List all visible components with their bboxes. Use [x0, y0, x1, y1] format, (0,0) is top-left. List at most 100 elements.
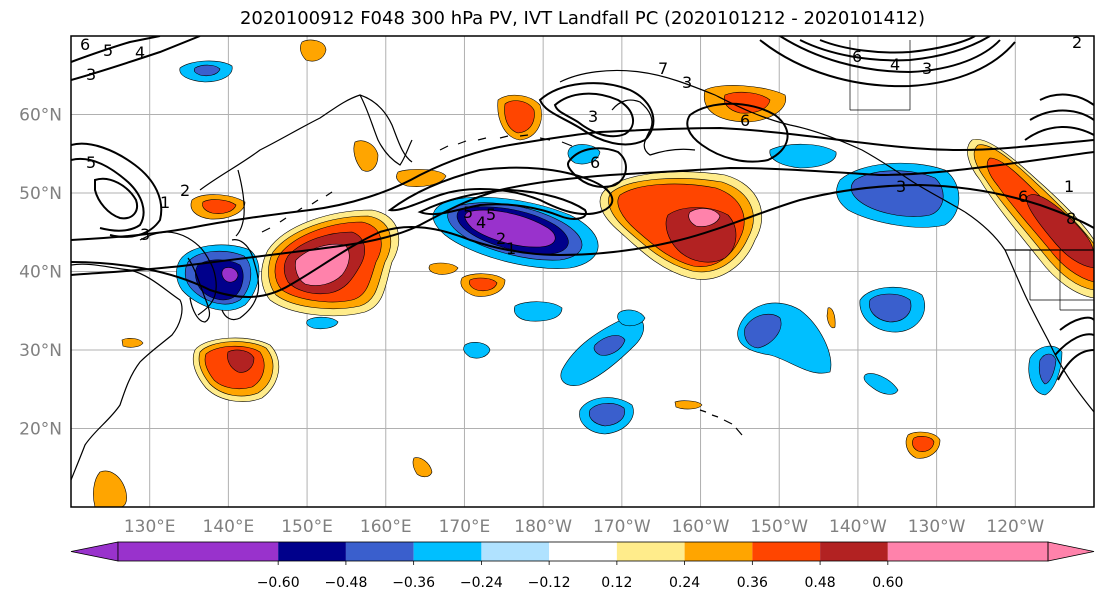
contour-label: 1: [506, 239, 516, 258]
contour-label: 7: [658, 59, 668, 78]
contour-label: 2: [496, 229, 506, 248]
contour-label: 3: [588, 107, 598, 126]
contour-label: 2: [180, 181, 190, 200]
aleutian-islands: [439, 134, 573, 151]
contour-labels: 6 5 4 3 3 5 2 1 3 7 3 5 6 6 5 4 2 1 6 4: [80, 33, 1082, 258]
map-title: 2020100912 F048 300 hPa PV, IVT Landfall…: [239, 8, 926, 29]
russia-coastline: [199, 94, 413, 191]
longitude-label: 170°W: [593, 517, 651, 537]
pv-contour: [71, 151, 1094, 276]
positive-anomaly: [674, 400, 703, 410]
japan-coastline: [221, 239, 260, 321]
negative-anomaly: [744, 313, 782, 349]
pv-contour: [417, 188, 587, 220]
colorbar-extend-min: [70, 541, 119, 562]
longitude-label: 160°E: [360, 517, 412, 537]
positive-anomaly: [121, 338, 144, 348]
contour-label: 6: [852, 47, 862, 66]
colorbar-tick-label: −0.48: [324, 575, 367, 591]
positive-anomaly: [688, 208, 721, 227]
latitude-label: 50°N: [19, 184, 62, 204]
contour-label: 3: [86, 65, 96, 84]
positive-anomaly: [912, 436, 935, 452]
pv-contour: [71, 157, 145, 232]
colorbar-tick-labels: −0.60 −0.48 −0.36 −0.24 −0.12 0.12 0.24 0.36 0.4…: [257, 561, 903, 591]
pv-contour: [799, 36, 991, 62]
colorbar-tick-label: −0.24: [460, 575, 503, 591]
contour-label: 6: [1018, 187, 1028, 206]
positive-anomaly: [227, 349, 255, 373]
pv-contour: [71, 126, 1094, 241]
contour-label: 8: [1066, 209, 1076, 228]
colorbar: [70, 541, 1095, 562]
longitude-label: 130°W: [908, 517, 966, 537]
coastlines: [71, 40, 1094, 481]
colorbar-swatch: [752, 542, 821, 561]
negative-anomaly: [464, 209, 556, 248]
positive-anomaly: [428, 262, 459, 275]
colorbar-frame: [117, 541, 1049, 562]
kamchatka-coastline: [359, 94, 413, 166]
latitude-label: 60°N: [19, 106, 62, 126]
asia-coastline: [71, 263, 183, 481]
pv-contour: [759, 39, 1016, 88]
longitude-label: 170°E: [439, 517, 491, 537]
colorbar-tick-label: 0.48: [805, 575, 836, 591]
negative-anomaly: [193, 64, 221, 77]
colorbar-swatch: [820, 542, 888, 561]
contour-label: 4: [890, 55, 900, 74]
longitude-label: 150°E: [281, 517, 333, 537]
positive-anomaly: [93, 470, 127, 507]
pv-contour: [819, 36, 976, 54]
negative-anomaly: [221, 267, 239, 283]
pv-contour: [566, 147, 627, 188]
longitude-label: 160°W: [672, 517, 730, 537]
colorbar-tick-label: −0.12: [528, 575, 571, 591]
alaska-coastline: [559, 69, 966, 213]
negative-anomaly: [513, 301, 563, 322]
latitude-label: 30°N: [19, 341, 62, 361]
contour-label: 2: [1072, 33, 1082, 52]
pv-contours: [71, 36, 1094, 381]
contour-label: 1: [1064, 177, 1074, 196]
pv-contour: [1054, 316, 1094, 381]
colorbar-tick-label: 0.24: [669, 575, 700, 591]
positive-anomaly: [412, 457, 433, 478]
pv-contour: [553, 92, 634, 138]
pv-contour: [71, 142, 163, 238]
colorbar-tick-label: 0.60: [872, 575, 903, 591]
longitude-label: 180°W: [514, 517, 572, 537]
contour-label: 3: [682, 73, 692, 92]
longitude-label: 120°W: [986, 517, 1044, 537]
na-coastline: [964, 211, 1094, 413]
positive-anomaly: [300, 39, 327, 62]
pv-contour: [686, 102, 789, 163]
pv-fill-layer: [93, 39, 1094, 507]
contour-label: 3: [922, 59, 932, 78]
negative-anomaly: [769, 143, 837, 169]
colorbar-swatch: [684, 542, 753, 561]
colorbar-tick-label: −0.36: [392, 575, 435, 591]
contour-label: 4: [135, 43, 145, 62]
pv-contour: [94, 177, 138, 220]
colorbar-swatch: [616, 542, 685, 561]
negative-anomaly: [617, 309, 646, 327]
negative-anomaly: [1038, 353, 1057, 385]
negative-anomaly: [463, 341, 491, 359]
pv-contour: [71, 183, 1094, 298]
latitude-labels: 60°N 50°N 40°N 30°N 20°N: [19, 106, 62, 440]
latitude-label: 20°N: [19, 420, 62, 440]
colorbar-tick-label: 0.36: [737, 575, 768, 591]
colorbar-swatch: [549, 542, 617, 561]
positive-anomaly: [469, 277, 498, 292]
map-frame: [70, 35, 1095, 508]
colorbar-swatch: [413, 542, 482, 561]
colorbar-extend-max: [1047, 541, 1095, 562]
us-states: [1029, 250, 1094, 311]
pv-contour: [71, 36, 201, 81]
longitude-labels: 130°E 140°E 150°E 160°E 170°E 180°W 170°W 160°W…: [124, 517, 1045, 537]
negative-anomaly: [850, 170, 944, 217]
positive-anomaly: [396, 169, 447, 187]
longitude-label: 150°W: [750, 517, 808, 537]
